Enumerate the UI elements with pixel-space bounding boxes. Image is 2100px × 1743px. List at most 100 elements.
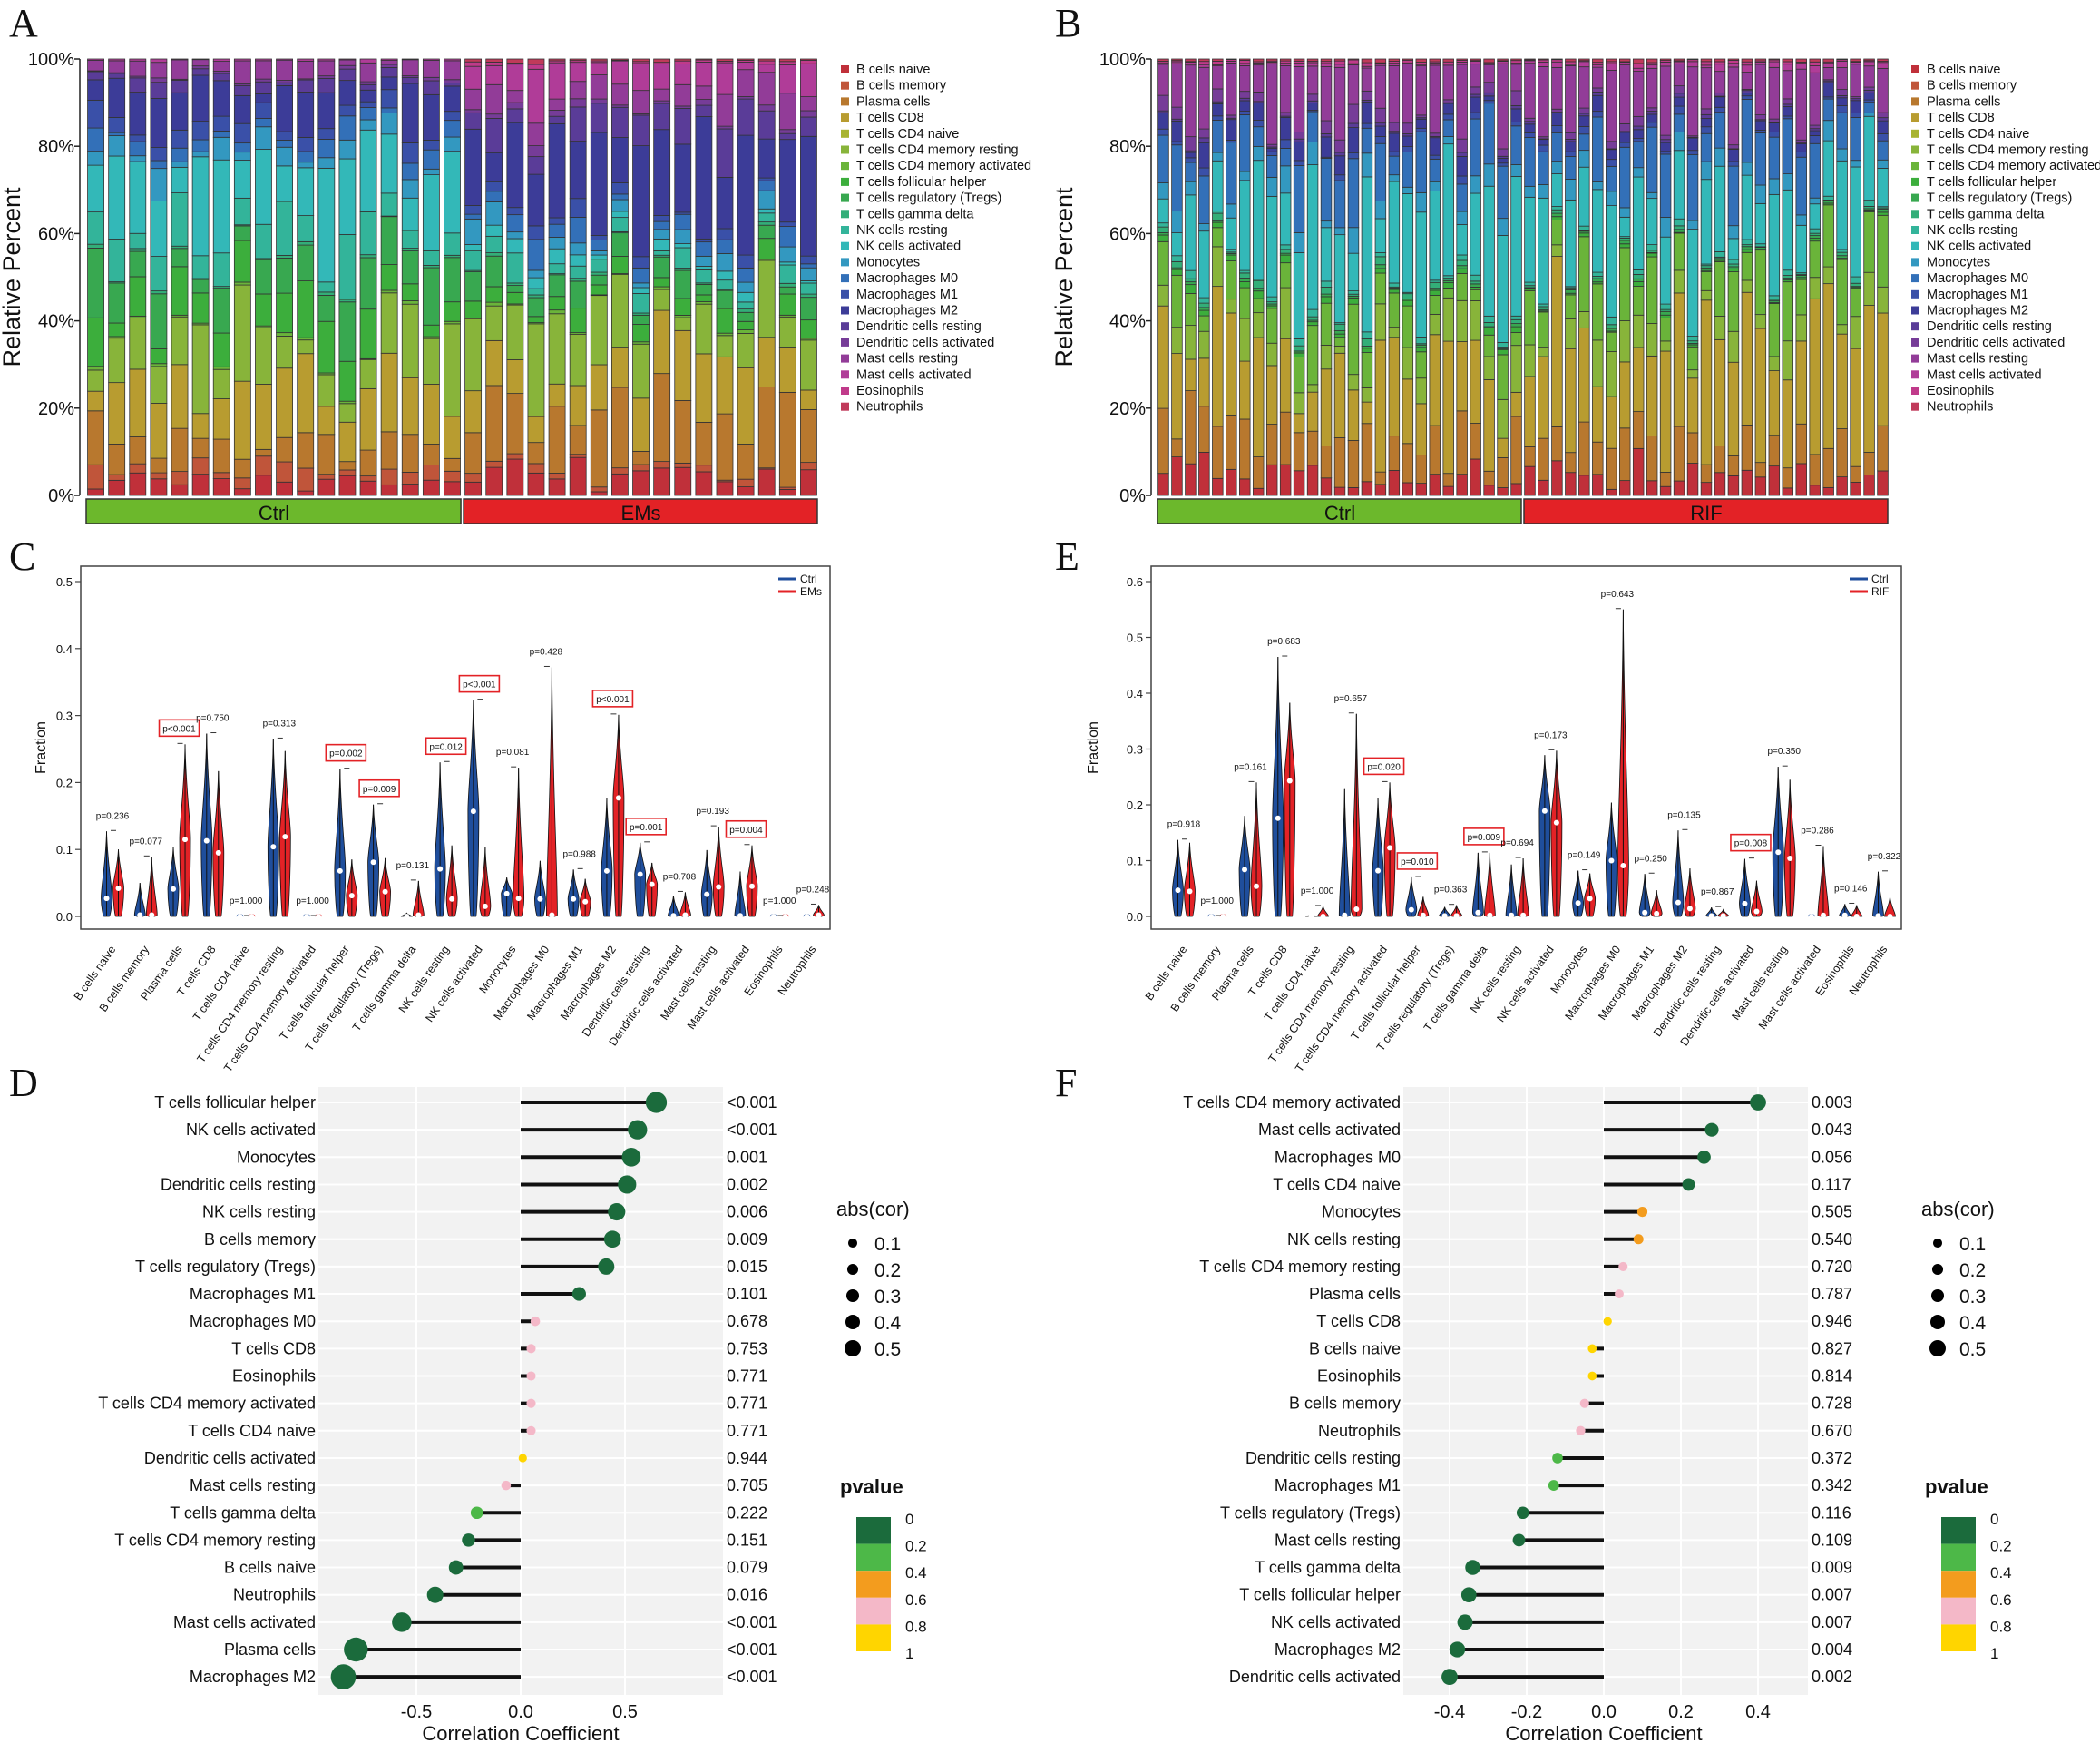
bar-segment [1333,60,1346,65]
bar-segment [129,463,147,474]
bar-segment [1470,458,1481,496]
color-legend-swatch [856,1624,891,1651]
bar-segment [1374,64,1387,109]
bar-segment [1442,143,1454,277]
sample-bar-ctrl [129,58,147,496]
bar-segment [129,134,147,142]
x-tick-label: Mast cells activated [1756,944,1823,1032]
bar-segment [1822,283,1834,449]
bar-segment [1347,64,1360,105]
bar-segment [653,88,671,102]
bar-segment [1727,361,1740,456]
bar-segment [1374,58,1387,64]
bar-segment [1185,281,1197,286]
bar-segment [1686,153,1699,221]
bar-segment [1565,289,1577,294]
bar-segment [1782,281,1794,342]
bar-segment [800,263,817,269]
legend-label: NK cells activated [856,240,961,254]
legend-swatch [1911,289,1919,299]
bar-segment [1470,64,1481,88]
bar-segment [610,274,629,348]
bar-segment [191,156,210,257]
bar-segment [380,431,398,470]
bar-segment [1659,472,1672,487]
median-point [370,859,376,866]
p-value: 0.009 [727,1230,767,1248]
bar-segment [1565,64,1577,133]
median-point [304,914,310,919]
bar-segment [1333,337,1346,347]
y-tick-label: 40% [1109,312,1146,332]
bar-segment [1333,330,1346,335]
bar-segment [380,264,398,291]
bar-segment [1524,121,1536,125]
bar-segment [1510,60,1522,64]
bar-segment [1212,426,1224,479]
bar-segment [1551,220,1563,246]
panel-label-a: A [9,1,38,45]
bar-segment [1551,113,1563,126]
sample-bar-rif [1795,58,1807,496]
median-point [1187,888,1193,895]
bar-segment [506,90,524,103]
bar-segment [1768,370,1781,436]
bar-segment [191,324,210,415]
bar-segment [1686,377,1699,434]
bar-segment [778,246,796,263]
bar-segment [590,62,608,75]
bar-segment [1442,473,1454,487]
bar-segment [1754,476,1767,496]
bar-segment [1524,281,1536,287]
bar-segment [610,211,629,219]
bar-segment [212,288,230,334]
bar-segment [1754,243,1767,248]
bar-segment [716,308,734,334]
bar-segment [1795,214,1807,226]
bar-segment [1320,220,1333,229]
bar-segment [1374,264,1387,269]
bar-segment [569,198,587,218]
bar-segment [1578,61,1590,68]
lollipop-dot [1704,1122,1719,1137]
bar-segment [632,267,650,284]
bar-segment [1293,232,1305,253]
bar-segment [1700,267,1713,271]
bar-segment [1198,175,1210,224]
sample-bar-ems [527,58,545,496]
bar-segment [108,322,126,338]
bar-segment [778,221,796,228]
bar-segment [297,162,315,169]
bar-segment [1686,340,1699,344]
bar-segment [1592,58,1604,64]
bar-segment [1714,261,1726,317]
bar-segment [1429,191,1441,281]
legend-label: T cells gamma delta [1927,207,2045,221]
bar-segment [1714,96,1726,108]
median-point [1242,867,1248,873]
bar-segment [1836,255,1848,259]
bar-segment [297,167,315,216]
bar-segment [1252,126,1265,147]
bar-segment [1239,360,1251,420]
p-value-label: p=0.009 [1468,833,1501,843]
lollipop-row: Mast cells activated <0.001 [173,1612,777,1632]
legend-label: T cells CD4 naive [1927,127,2029,142]
bar-segment [1578,66,1590,109]
bar-segment [1497,487,1509,496]
group-label: RIF [1690,502,1722,524]
bar-segment [1836,428,1848,478]
bar-segment [1578,150,1590,168]
bar-segment [1415,65,1428,116]
bar-segment [1388,155,1401,176]
lollipop-row: T cells regulatory (Tregs) 0.015 [135,1258,767,1276]
bar-segment [1618,216,1631,238]
lollipop-dot [501,1480,512,1491]
color-legend-label: 0 [1990,1511,1998,1528]
bar-segment [1510,90,1522,106]
bar-segment [1551,460,1563,496]
bar-segment [610,232,629,257]
bar-segment [276,140,294,148]
bar-segment [359,308,377,359]
bar-segment [1402,152,1414,188]
